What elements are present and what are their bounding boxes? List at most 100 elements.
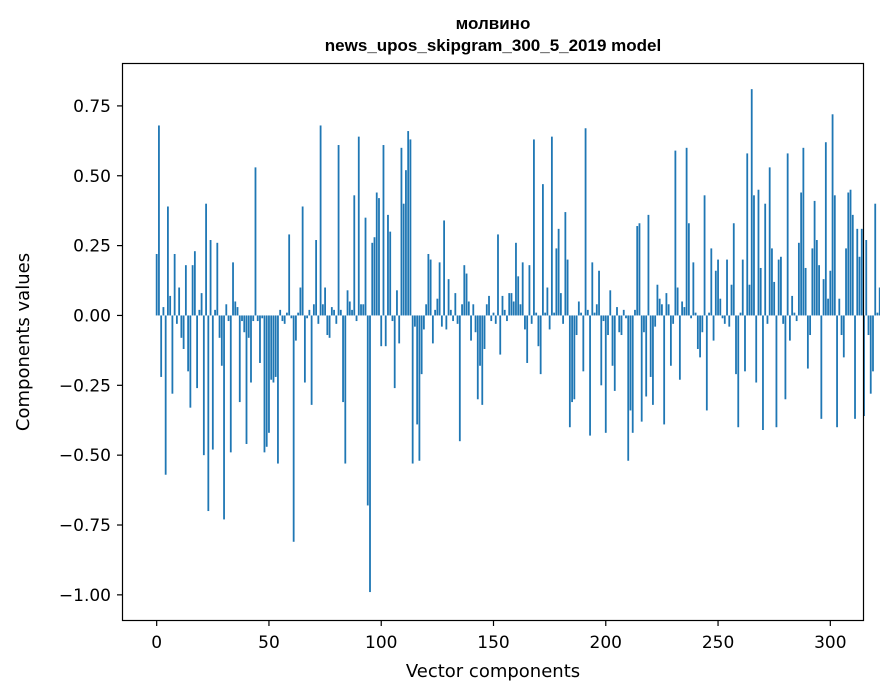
bars-group	[155, 89, 880, 593]
bar	[829, 270, 832, 316]
bar	[445, 315, 448, 330]
bar	[483, 315, 486, 349]
bar	[169, 295, 172, 316]
bar	[557, 228, 560, 316]
bar	[546, 287, 549, 316]
bar	[232, 262, 234, 316]
bar	[373, 237, 376, 316]
bar	[609, 290, 612, 316]
y-tick-label: −0.50	[59, 446, 111, 466]
bar	[508, 293, 511, 316]
bar	[360, 304, 362, 316]
bar	[797, 242, 800, 316]
bar	[407, 131, 410, 316]
bar	[766, 315, 769, 324]
bar	[564, 212, 567, 316]
bar	[737, 315, 740, 428]
y-tick-label: −0.75	[59, 516, 111, 536]
bar	[804, 267, 807, 316]
bar	[427, 253, 430, 316]
bar	[712, 315, 715, 341]
bar	[344, 315, 347, 464]
bar	[613, 315, 616, 391]
bar	[645, 315, 648, 397]
bar	[501, 295, 504, 316]
bar	[782, 315, 785, 324]
bar	[494, 315, 497, 324]
bar	[517, 276, 520, 316]
bar	[196, 315, 198, 389]
bar	[620, 315, 623, 336]
bar	[616, 307, 618, 316]
bar	[692, 262, 695, 316]
x-tick-label: 300	[814, 633, 846, 653]
bar	[387, 214, 389, 316]
bar	[328, 315, 331, 338]
bar	[667, 304, 670, 316]
bar	[497, 234, 499, 316]
x-tick-label: 100	[365, 633, 397, 653]
bar	[622, 309, 625, 316]
bar	[324, 287, 326, 316]
bar	[730, 284, 733, 316]
bar	[418, 315, 421, 461]
bar	[721, 315, 724, 319]
bar	[259, 315, 261, 363]
bar	[636, 226, 639, 316]
bar	[719, 298, 722, 316]
x-tick-label: 0	[151, 633, 162, 653]
bar	[274, 315, 277, 377]
bar	[321, 304, 324, 316]
bar	[243, 315, 246, 333]
bar	[160, 315, 163, 377]
bar	[485, 304, 488, 316]
bar	[216, 242, 219, 316]
bar	[607, 315, 609, 336]
bar	[550, 136, 553, 316]
bar	[694, 312, 697, 316]
bar	[833, 195, 836, 316]
bar	[562, 315, 565, 324]
bar	[384, 315, 387, 347]
bar	[663, 315, 666, 425]
bar	[717, 259, 719, 316]
bar	[173, 253, 176, 316]
bar	[355, 315, 358, 322]
bar	[252, 315, 255, 322]
bar	[362, 304, 365, 316]
bar	[618, 315, 621, 333]
bar	[874, 203, 877, 316]
bar	[449, 309, 452, 316]
bar	[277, 315, 279, 464]
bar	[815, 240, 818, 316]
bar	[696, 315, 699, 349]
x-tick-label: 200	[590, 633, 622, 653]
bar	[225, 304, 228, 316]
bar	[838, 298, 841, 316]
bar	[568, 315, 571, 428]
bar	[533, 139, 535, 316]
bar	[683, 307, 686, 316]
bar	[436, 298, 439, 316]
bar	[250, 315, 252, 383]
bar	[389, 231, 392, 316]
bar	[335, 315, 338, 324]
bar	[256, 315, 259, 322]
bar	[842, 315, 845, 358]
bar	[753, 195, 755, 316]
bar	[164, 315, 167, 475]
bar	[506, 315, 508, 322]
bar	[876, 312, 879, 316]
bar	[211, 315, 214, 450]
bar	[764, 203, 767, 316]
bar	[180, 315, 183, 338]
bar	[800, 192, 803, 316]
bar	[840, 315, 843, 336]
bar	[202, 315, 205, 456]
bar	[827, 298, 829, 316]
bar	[458, 315, 461, 442]
bar	[519, 304, 522, 316]
bar	[247, 315, 250, 338]
bar	[535, 312, 538, 316]
bar	[272, 315, 275, 383]
